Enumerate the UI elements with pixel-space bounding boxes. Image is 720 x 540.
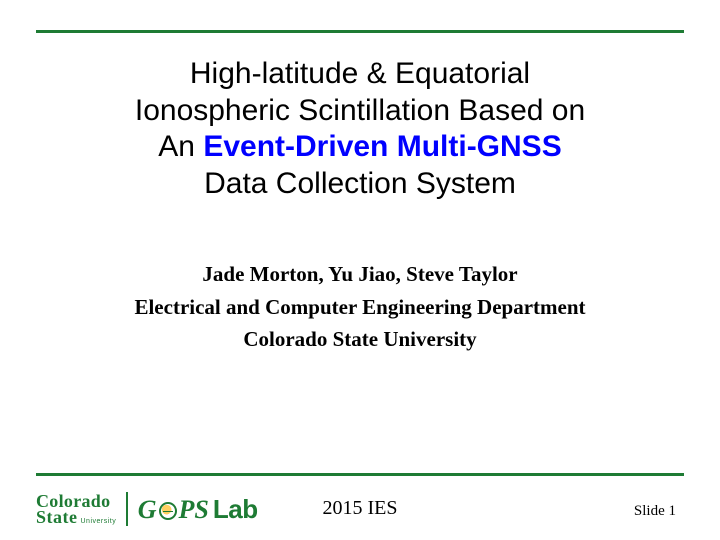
top-rule: [36, 30, 684, 33]
title-highlight: Event-Driven Multi-GNSS: [203, 130, 561, 163]
authors-block: Jade Morton, Yu Jiao, Steve Taylor Elect…: [36, 258, 684, 356]
title-line-3: An Event-Driven Multi-GNSS: [36, 129, 684, 166]
footer-center: 2015 IES: [0, 497, 720, 520]
title-line-4: Data Collection System: [36, 166, 684, 203]
authors-inst: Colorado State University: [36, 323, 684, 356]
footer-slide-number: Slide 1: [634, 503, 676, 520]
title-line-2: Ionospheric Scintillation Based on: [36, 93, 684, 130]
title-line-1: High-latitude & Equatorial: [36, 56, 684, 93]
slide-container: High-latitude & Equatorial Ionospheric S…: [0, 0, 720, 540]
authors-names: Jade Morton, Yu Jiao, Steve Taylor: [36, 258, 684, 291]
title-block: High-latitude & Equatorial Ionospheric S…: [36, 56, 684, 202]
bottom-rule: [36, 473, 684, 476]
title-line-3-pre: An: [158, 130, 203, 163]
authors-dept: Electrical and Computer Engineering Depa…: [36, 291, 684, 324]
